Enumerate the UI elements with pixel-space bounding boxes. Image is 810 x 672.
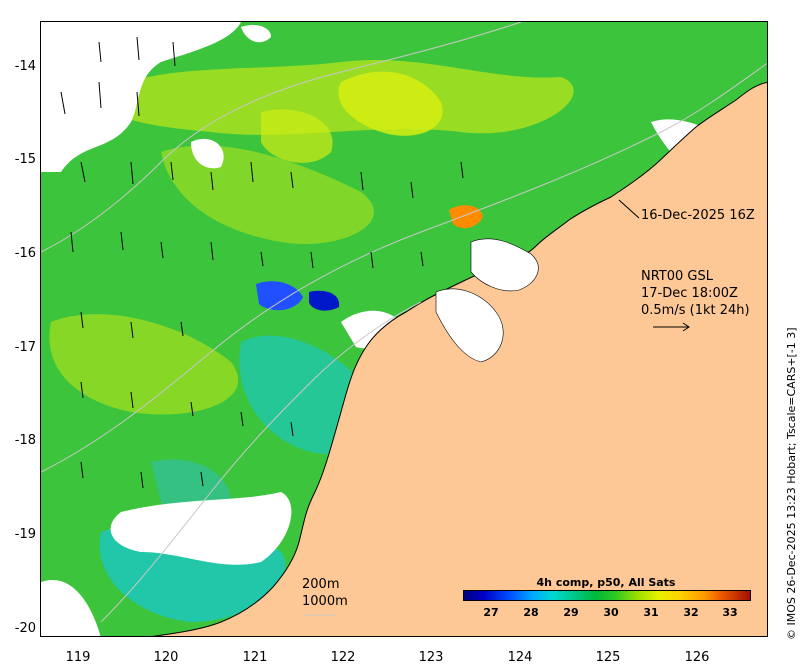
y-axis-label: -17 bbox=[14, 340, 36, 355]
contour-1000-label: 1000m bbox=[302, 594, 348, 609]
x-axis-label: 126 bbox=[684, 650, 710, 665]
x-axis-label: 124 bbox=[507, 650, 533, 665]
colorbar-title: 4h comp, p50, All Sats bbox=[536, 576, 676, 589]
y-axis-label: -16 bbox=[14, 246, 36, 261]
y-axis-label: -18 bbox=[14, 433, 36, 448]
colorbar-tick: 30 bbox=[603, 606, 619, 619]
x-axis-label: 120 bbox=[153, 650, 179, 665]
timestamp-leader-line bbox=[618, 199, 640, 219]
contour-200-label: 200m bbox=[302, 577, 340, 592]
colorbar bbox=[463, 590, 751, 601]
warm-orange-patch bbox=[449, 205, 483, 229]
y-axis-label: -20 bbox=[14, 621, 36, 636]
coastal-nodata-2 bbox=[435, 288, 504, 363]
x-axis-label: 121 bbox=[242, 650, 268, 665]
y-axis-label: -15 bbox=[14, 152, 36, 167]
credit-label: © IMOS 26-Dec-2025 13:23 Hobart; Tscale=… bbox=[785, 327, 798, 640]
sst-map[interactable] bbox=[41, 22, 768, 637]
colorbar-tick: 29 bbox=[563, 606, 579, 619]
cold-blue-patch-2 bbox=[309, 290, 340, 311]
vector-scale-label: 0.5m/s (1kt 24h) bbox=[641, 303, 750, 318]
vector-scale-arrow bbox=[653, 322, 690, 332]
current-vectors bbox=[60, 36, 464, 489]
colorbar-tick: 32 bbox=[683, 606, 699, 619]
colorbar-tick: 27 bbox=[483, 606, 499, 619]
australia-land bbox=[152, 81, 767, 636]
current-time-label: 17-Dec 18:00Z bbox=[641, 286, 738, 301]
coastal-nodata bbox=[470, 238, 539, 292]
colorbar-tick: 33 bbox=[722, 606, 738, 619]
timestamp-label: 16-Dec-2025 16Z bbox=[641, 208, 755, 223]
colorbar-tick: 31 bbox=[643, 606, 659, 619]
x-axis-label: 119 bbox=[65, 650, 91, 665]
y-axis-label: -14 bbox=[14, 59, 36, 74]
map-frame[interactable] bbox=[40, 21, 768, 637]
y-axis-label: -19 bbox=[14, 527, 36, 542]
current-source-label: NRT00 GSL bbox=[641, 269, 713, 284]
colorbar-tick: 28 bbox=[523, 606, 539, 619]
sst-warm-patches bbox=[49, 59, 574, 415]
bathymetry-contours bbox=[41, 22, 767, 623]
x-axis-label: 122 bbox=[330, 650, 356, 665]
cold-blue-patch bbox=[256, 281, 303, 311]
x-axis-label: 125 bbox=[595, 650, 621, 665]
x-axis-label: 123 bbox=[418, 650, 444, 665]
